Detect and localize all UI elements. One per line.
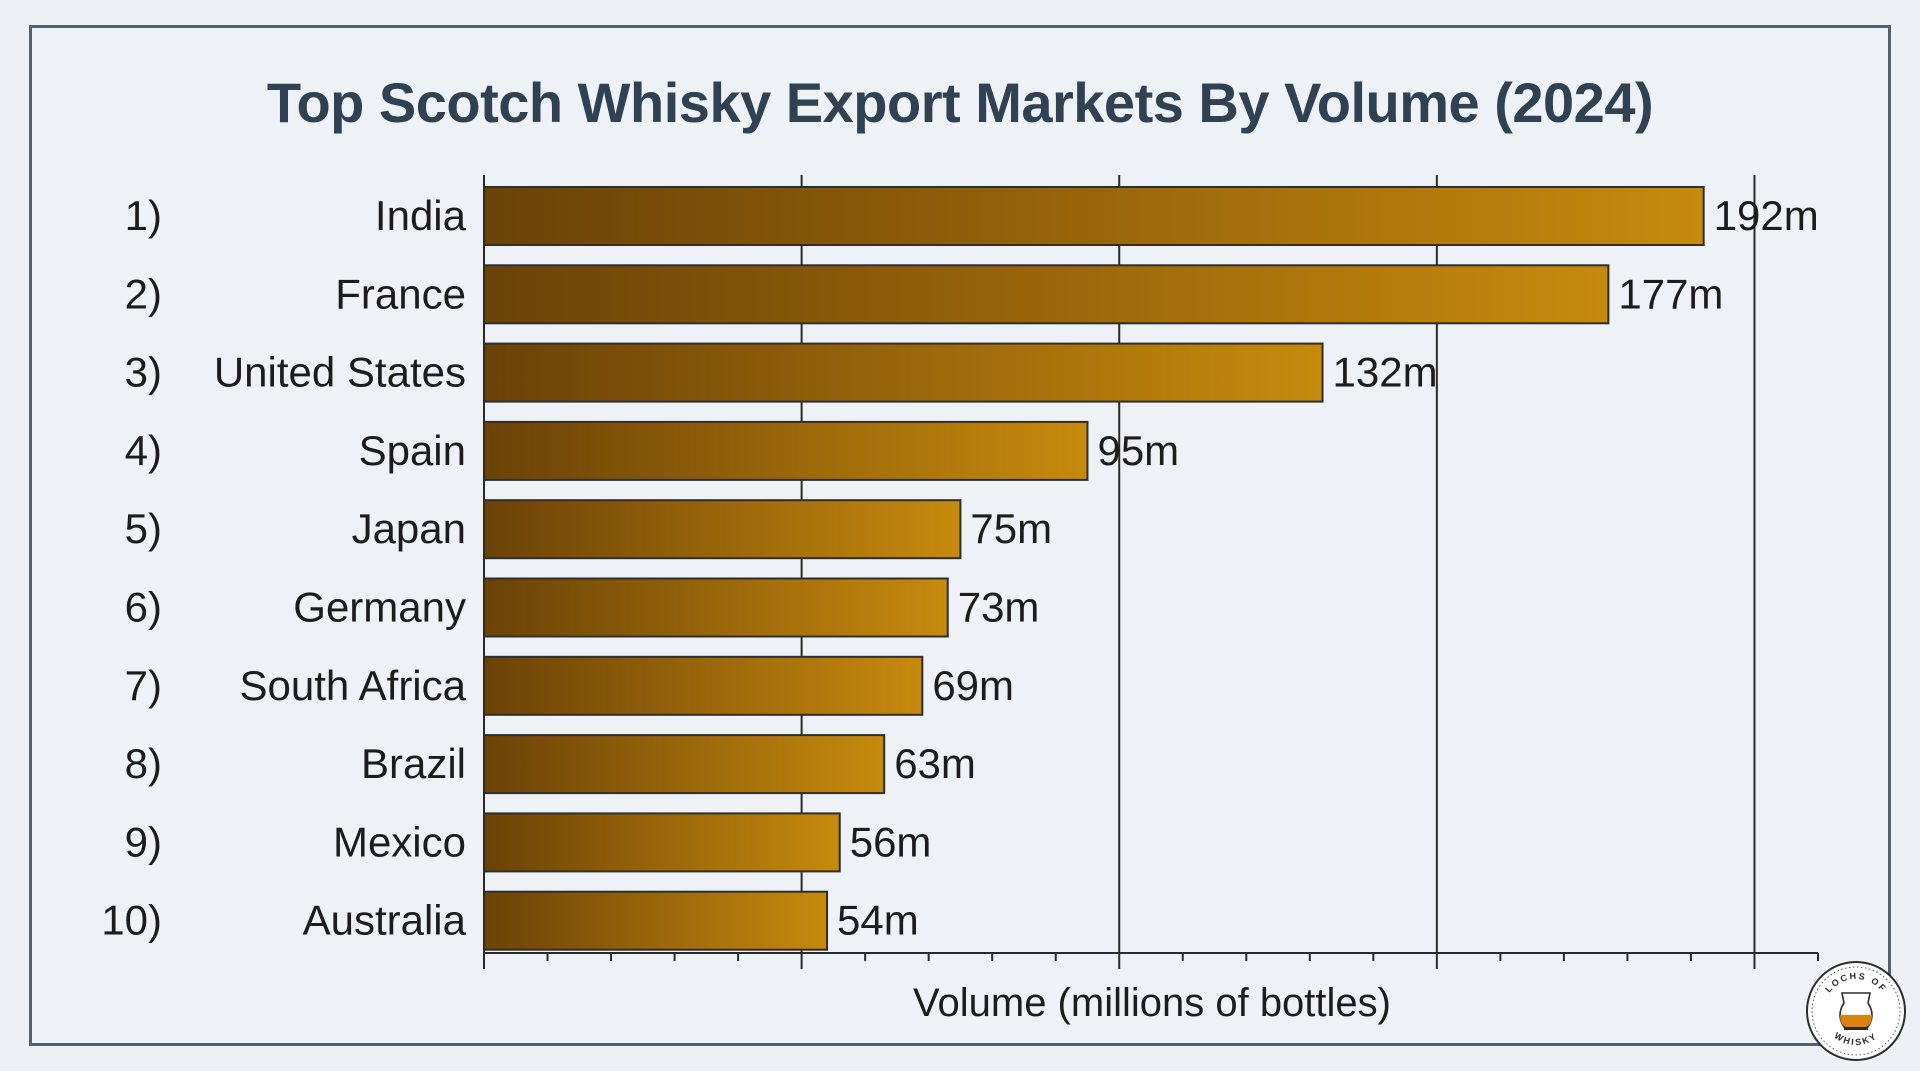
rank-label: 3) bbox=[125, 349, 162, 396]
chart-title: Top Scotch Whisky Export Markets By Volu… bbox=[266, 71, 1654, 134]
bar bbox=[483, 342, 1324, 403]
category-label: Germany bbox=[293, 584, 466, 631]
value-label: 63m bbox=[894, 740, 976, 787]
bar bbox=[483, 734, 886, 795]
rank-label: 2) bbox=[125, 270, 162, 317]
rank-label: 7) bbox=[125, 662, 162, 709]
category-label: Australia bbox=[303, 897, 467, 944]
rank-label: 4) bbox=[125, 427, 162, 474]
x-axis bbox=[483, 175, 1819, 969]
category-label: Spain bbox=[359, 427, 466, 474]
value-label: 54m bbox=[837, 897, 919, 944]
value-label: 73m bbox=[958, 584, 1040, 631]
bar bbox=[483, 655, 924, 716]
category-label: France bbox=[335, 270, 466, 317]
value-label: 192m bbox=[1714, 192, 1819, 239]
value-label: 75m bbox=[970, 505, 1052, 552]
rank-label: 8) bbox=[125, 740, 162, 787]
bar bbox=[483, 890, 829, 951]
rank-label: 1) bbox=[125, 192, 162, 239]
value-label: 69m bbox=[932, 662, 1014, 709]
lochs-of-whisky-logo: LOCHS OF WHISKY bbox=[1806, 961, 1906, 1061]
bar bbox=[483, 264, 1610, 325]
value-label: 95m bbox=[1097, 427, 1179, 474]
whisky-glass-icon bbox=[1839, 992, 1873, 1030]
category-label: South Africa bbox=[240, 662, 467, 709]
category-labels: 1) India 2) France 3) United States 4) Spain 5) J… bbox=[101, 192, 466, 944]
bar bbox=[483, 420, 1089, 481]
rank-label: 9) bbox=[125, 818, 162, 865]
rank-label: 5) bbox=[125, 505, 162, 552]
category-label: Brazil bbox=[361, 740, 466, 787]
category-label: Japan bbox=[352, 505, 466, 552]
bars: 192m 177m 132m 95m 75m 73m 69m 63m 56m 54m bbox=[483, 186, 1819, 951]
category-label: Mexico bbox=[333, 818, 466, 865]
category-label: India bbox=[375, 192, 467, 239]
bar bbox=[483, 499, 962, 560]
value-label: 132m bbox=[1333, 349, 1438, 396]
bar bbox=[483, 186, 1705, 246]
rank-label: 6) bbox=[125, 584, 162, 631]
rank-label: 10) bbox=[101, 897, 162, 944]
category-label: United States bbox=[214, 349, 466, 396]
x-axis-label: Volume (millions of bottles) bbox=[913, 981, 1391, 1025]
bar bbox=[483, 812, 841, 873]
value-label: 177m bbox=[1618, 270, 1723, 317]
bar bbox=[483, 577, 949, 638]
value-label: 56m bbox=[850, 818, 932, 865]
